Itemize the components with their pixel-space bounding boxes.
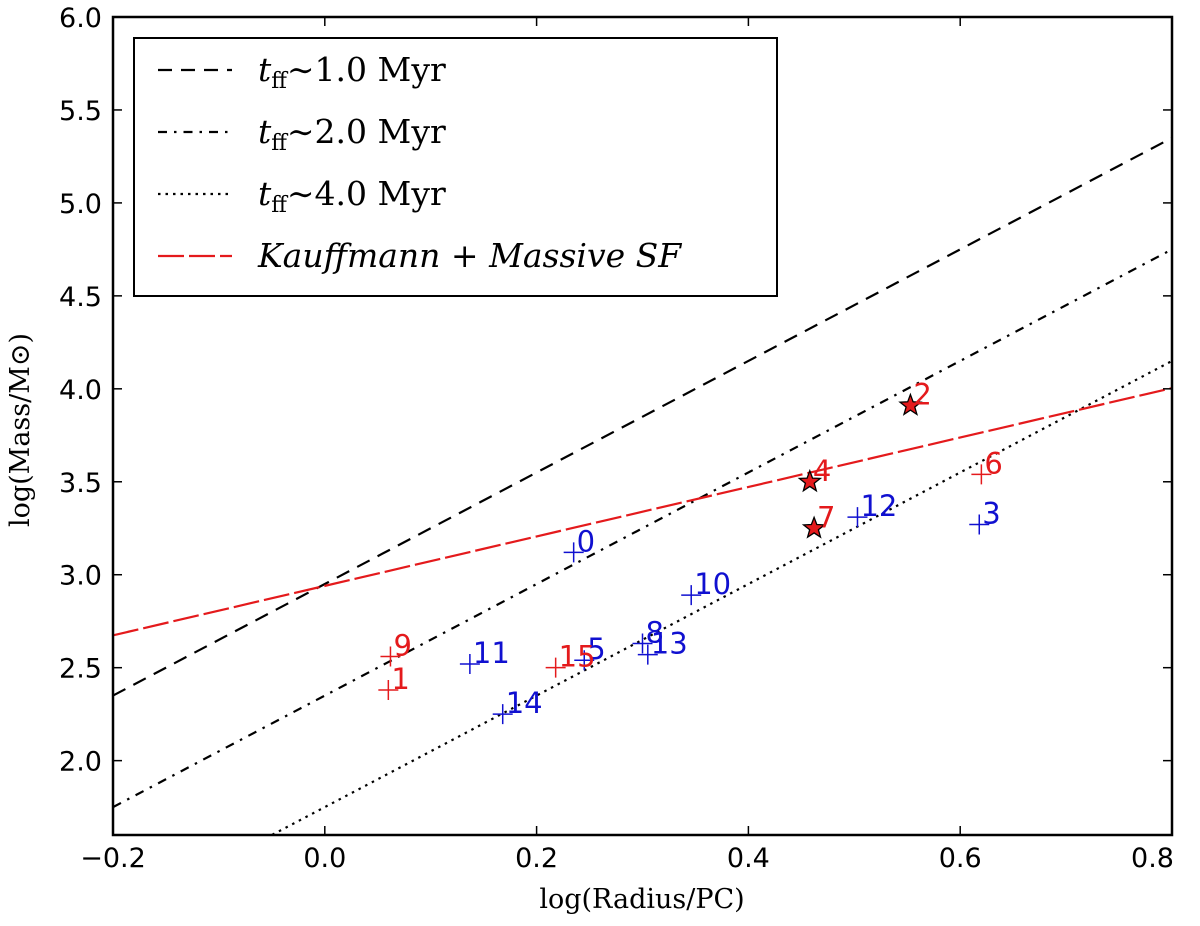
plus-marker-8 xyxy=(632,633,653,654)
plot-frame xyxy=(111,15,1174,837)
x-tick-label: 0.8 xyxy=(1131,843,1174,874)
plus-marker-9 xyxy=(380,646,401,667)
x-tick-label: 0.6 xyxy=(939,843,982,874)
y-tick-label: 4.0 xyxy=(59,375,102,406)
star-marker-4 xyxy=(797,468,823,493)
point-label-5: 5 xyxy=(587,632,605,666)
y-tick-label: 5.0 xyxy=(59,189,102,220)
legend-box xyxy=(133,37,778,297)
point-label-7: 7 xyxy=(817,500,835,534)
legend-label-4: Kauffmann + Massive SF xyxy=(257,236,682,275)
point-label-12: 12 xyxy=(860,489,897,523)
point-label-2: 2 xyxy=(913,378,931,412)
plus-marker-12 xyxy=(847,507,868,528)
point-label-1: 1 xyxy=(391,662,409,696)
y-tick-label: 5.5 xyxy=(59,96,102,127)
y-tick-label: 2.5 xyxy=(59,654,102,685)
legend-label-2: tff∼2.0 Myr xyxy=(258,112,446,156)
plus-marker-6 xyxy=(971,464,992,485)
model-lines xyxy=(113,136,1172,835)
x-tick-label: −0.2 xyxy=(80,843,146,874)
x-axis-title: log(Radius/PC) xyxy=(539,884,744,915)
y-tick-label: 6.0 xyxy=(59,3,102,34)
x-tick-label: 0.2 xyxy=(515,843,558,874)
point-label-11: 11 xyxy=(473,636,510,670)
point-label-10: 10 xyxy=(694,567,731,601)
plus-marker-5 xyxy=(574,650,595,671)
line-series-2 xyxy=(113,248,1172,809)
point-label-4: 4 xyxy=(813,454,831,488)
legend-label-3: tff∼4.0 Myr xyxy=(258,174,446,218)
star-marker-2 xyxy=(898,392,923,416)
axis-ticks: −0.2 0.0 0.2 0.4 0.6 0.8 2.0 2.5 3.0 3.5 4.0 4.5 5.0… xyxy=(59,3,1174,874)
x-tick-label: 0.4 xyxy=(727,843,770,874)
y-axis-title: log(Mass/M⊙) xyxy=(5,333,36,527)
y-tick-label: 3.5 xyxy=(59,468,102,499)
point-label-9: 9 xyxy=(393,629,411,663)
star-marker-7 xyxy=(801,515,827,539)
plus-marker-0 xyxy=(563,542,584,563)
plus-marker-1 xyxy=(378,679,399,700)
point-label-3: 3 xyxy=(982,497,1000,531)
x-tick-label: 0.0 xyxy=(303,843,346,874)
point-label-14: 14 xyxy=(506,686,543,720)
point-label-0: 0 xyxy=(577,524,595,558)
plus-marker-15 xyxy=(545,657,566,678)
plus-marker-11 xyxy=(459,653,480,674)
line-series-4 xyxy=(113,387,1172,637)
legend: tff∼1.0 Myr tff∼2.0 Myr tff∼4.0 Myr Kauffma… xyxy=(133,37,778,297)
y-tick-label: 2.0 xyxy=(59,747,102,778)
plus-marker-14 xyxy=(492,704,513,725)
plus-marker-3 xyxy=(969,514,990,535)
point-label-15: 15 xyxy=(559,640,596,674)
point-label-8: 8 xyxy=(646,616,664,650)
line-series-1 xyxy=(113,136,1172,697)
plus-marker-13 xyxy=(637,644,658,665)
point-label-6: 6 xyxy=(984,446,1002,480)
point-label-13: 13 xyxy=(651,627,688,661)
plus-marker-10 xyxy=(681,585,702,606)
y-tick-label: 4.5 xyxy=(59,282,102,313)
legend-label-1: tff∼1.0 Myr xyxy=(258,50,446,94)
y-tick-label: 3.0 xyxy=(59,561,102,592)
